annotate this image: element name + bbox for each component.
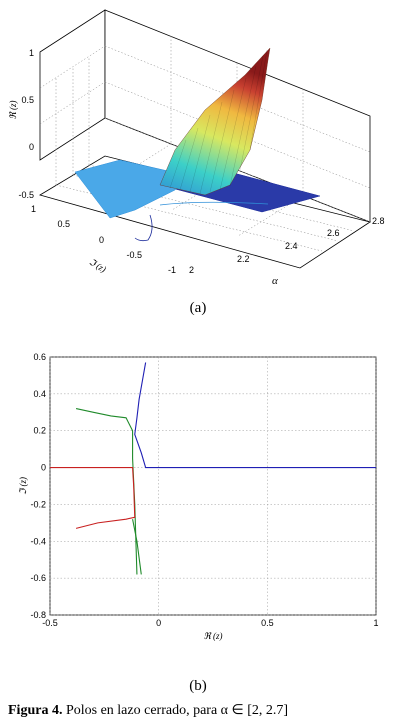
- series-line-4: [50, 467, 136, 529]
- surface-sheet-light: [74, 159, 191, 219]
- y-tick-label-b: 0.4: [33, 389, 46, 399]
- z-tick-label: 1: [29, 48, 34, 58]
- x-tick-label: 2.4: [285, 241, 298, 251]
- z-axis-label: ℜ (z): [8, 100, 18, 119]
- y-tick-label-b: -0.4: [30, 536, 46, 546]
- figure-caption: Figura 4. Polos en lazo cerrado, para α …: [8, 702, 401, 719]
- z-axis-ticks: 1 0.5 0 -0.5: [18, 48, 34, 200]
- y-tick-label-b: -0.8: [30, 610, 46, 620]
- surface-mesh: [74, 47, 321, 242]
- plot-frame-b: [49, 356, 377, 616]
- surface-sheet-rising: [159, 47, 271, 196]
- y-tick-label-b: 0: [41, 463, 46, 473]
- x-tick-label: 2.2: [237, 254, 250, 264]
- series-line-3: [132, 519, 142, 575]
- x-axis-label-b: ℜ (z): [203, 631, 222, 641]
- x-tick-label-b: 0: [156, 618, 161, 628]
- figure-caption-label: Figura 4.: [8, 703, 63, 718]
- y-tick-label: 0: [99, 235, 104, 245]
- x-tick-label-b: 1: [373, 618, 378, 628]
- grid-b: [49, 356, 377, 616]
- y-tick-label-b: 0.2: [33, 426, 46, 436]
- panel-label-a: (a): [190, 300, 207, 316]
- x-tick-label-b: -0.5: [42, 618, 58, 628]
- x-tick-label-b: 0.5: [261, 618, 274, 628]
- y-axis-label-b: ℑ (z): [18, 477, 28, 495]
- x-tick-label: 2.6: [327, 228, 340, 238]
- series-line-1: [134, 362, 376, 469]
- surface-tail-blue: [134, 214, 153, 242]
- y-tick-label: 1: [31, 204, 36, 214]
- figure-caption-range: α ∈ [2, 2.7]: [220, 703, 289, 718]
- series-group-b: [50, 362, 376, 575]
- y-axis-ticks: 1 0.5 0 -0.5 -1: [31, 204, 176, 275]
- line-plot-b: -0.5 0 0.5 1 0.6 0.4 0.2 0 -0.2 -0.4 -0.6 -0.8 ℑ (z…: [18, 352, 379, 694]
- figure-caption-text: Polos en lazo cerrado, para: [65, 703, 218, 718]
- y-tick-label: 0.5: [57, 219, 70, 229]
- z-tick-label: 0.5: [21, 95, 34, 105]
- surface-plot-a: 1 0.5 0 -0.5 1 0.5 0 -0.5 -1 2 2.2 2.4 2…: [8, 9, 385, 316]
- y-tick-label: -1: [168, 265, 176, 275]
- x-axis-label: α: [272, 275, 278, 287]
- y-tick-label-b: -0.2: [30, 499, 46, 509]
- z-tick-label: -0.5: [18, 190, 34, 200]
- y-tick-label-b: -0.6: [30, 573, 46, 583]
- x-axis-ticks: 2 2.2 2.4 2.6 2.8: [189, 216, 385, 275]
- y-tick-label-b: 0.6: [33, 352, 46, 362]
- surface-mesh-lines: [169, 49, 268, 195]
- x-tick-label: 2: [189, 265, 194, 275]
- y-tick-label: -0.5: [126, 250, 142, 260]
- x-tick-label: 2.8: [372, 216, 385, 226]
- z-tick-label: 0: [29, 142, 34, 152]
- surface-tail-light: [159, 201, 269, 206]
- tick-labels-b: -0.5 0 0.5 1 0.6 0.4 0.2 0 -0.2 -0.4 -0.6 -0.8: [30, 352, 378, 628]
- panel-label-b: (b): [189, 678, 207, 694]
